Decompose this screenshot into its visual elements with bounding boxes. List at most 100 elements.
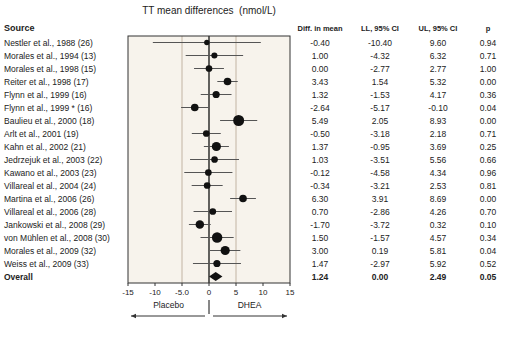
source-label: Baulieu et al., 2000 (18)	[4, 116, 94, 126]
table-value: 0.19	[372, 246, 389, 256]
column-header: p	[486, 24, 491, 33]
table-value: -0.95	[370, 142, 390, 152]
table-value: 1.24	[312, 272, 329, 282]
table-value: 0.34	[480, 233, 497, 243]
table-value: 0.32	[430, 220, 447, 230]
table-value: 4.26	[430, 207, 447, 217]
table-value: 0.71	[480, 129, 497, 139]
table-value: -0.40	[310, 38, 330, 48]
table-value: 0.70	[480, 207, 497, 217]
point-estimate	[209, 208, 216, 215]
x-tick	[290, 283, 291, 286]
x-tick	[236, 283, 237, 286]
direction-arrow	[131, 316, 205, 317]
source-label: Martina et al., 2006 (26)	[4, 194, 94, 204]
table-value: 1.03	[312, 155, 329, 165]
point-estimate	[213, 91, 220, 98]
forest-chart: TT mean differences (nmol/L) Source Diff. …	[0, 0, 505, 340]
direction-divider	[209, 300, 210, 314]
chart-title: TT mean differences (nmol/L)	[142, 5, 276, 16]
point-estimate	[196, 220, 204, 228]
x-tick-label: 10	[259, 288, 268, 297]
direction-arrow	[213, 316, 287, 317]
source-header: Source	[4, 23, 35, 33]
table-value: 8.69	[430, 194, 447, 204]
table-value: -10.40	[368, 38, 392, 48]
source-label: Arlt et al., 2001 (19)	[4, 129, 79, 139]
source-label: Morales et al., 1998 (15)	[4, 64, 96, 74]
table-value: 0.00	[480, 77, 497, 87]
table-value: 0.71	[480, 51, 497, 61]
point-estimate	[212, 232, 222, 242]
x-tick	[263, 283, 264, 286]
plot-background	[128, 36, 290, 283]
table-value: -2.86	[370, 207, 390, 217]
table-value: 2.49	[430, 272, 447, 282]
table-value: 3.91	[372, 194, 389, 204]
plot-frame	[128, 36, 290, 283]
source-label: Villareal et al., 2004 (24)	[4, 181, 96, 191]
point-estimate	[211, 156, 218, 163]
table-value: 8.93	[430, 116, 447, 126]
point-estimate	[204, 182, 211, 189]
table-value: -0.10	[428, 103, 448, 113]
marks	[153, 36, 261, 283]
source-label: Flynn et al., 1999 * (16)	[4, 103, 93, 113]
table-value: 0.96	[480, 168, 497, 178]
source-label: Nestler et al., 1988 (26)	[4, 38, 93, 48]
table-value: 0.70	[312, 207, 329, 217]
source-label: Kawano et al., 2003 (23)	[4, 168, 97, 178]
point-estimate	[224, 78, 232, 86]
point-estimate	[212, 142, 221, 151]
column-header: UL, 95% CI	[419, 24, 458, 33]
x-tick	[155, 283, 156, 286]
direction-label: DHEA	[238, 300, 262, 310]
table-value: 3.69	[430, 142, 447, 152]
table-value: 0.10	[480, 220, 497, 230]
table-value: 0.52	[480, 259, 497, 269]
table-value: 0.04	[480, 246, 497, 256]
table-value: 2.18	[430, 129, 447, 139]
column-header: Diff. in mean	[297, 24, 342, 33]
table-value: -0.34	[310, 181, 330, 191]
table-value: 0.04	[480, 103, 497, 113]
table-value: 1.47	[312, 259, 329, 269]
table-value: 5.49	[312, 116, 329, 126]
table-value: -2.64	[310, 103, 330, 113]
point-estimate	[206, 65, 213, 72]
summary-diamond	[209, 272, 222, 281]
table-value: 1.00	[480, 64, 497, 74]
table-value: 1.32	[312, 90, 329, 100]
table-value: -3.18	[370, 129, 390, 139]
x-tick-label: 15	[286, 288, 295, 297]
table-value: 1.37	[312, 142, 329, 152]
table-value: -0.50	[310, 129, 330, 139]
x-tick-label: -15	[122, 288, 134, 297]
source-label: Morales et al., 1994 (13)	[4, 51, 96, 61]
table-value: 3.00	[312, 246, 329, 256]
table-value: 3.43	[312, 77, 329, 87]
table-value: 0.66	[480, 155, 497, 165]
table-value: 0.94	[480, 38, 497, 48]
table-value: 0.00	[480, 194, 497, 204]
point-estimate	[204, 40, 209, 45]
source-label: Kahn et al., 2002 (21)	[4, 142, 86, 152]
table-value: 0.00	[372, 272, 389, 282]
table-value: 4.57	[430, 233, 447, 243]
table-value: -4.58	[370, 168, 390, 178]
reference-line	[182, 36, 183, 283]
table-value: 5.92	[430, 259, 447, 269]
source-label: Reiter et al., 1998 (17)	[4, 77, 89, 87]
table-value: 5.56	[430, 155, 447, 165]
source-label: Jedrzejuk et al., 2003 (22)	[4, 155, 102, 165]
point-estimate	[221, 246, 230, 255]
table-value: 0.36	[480, 90, 497, 100]
table-value: 4.34	[430, 168, 447, 178]
table-value: -2.77	[370, 64, 390, 74]
table-value: -0.12	[310, 168, 330, 178]
table-value: 5.81	[430, 246, 447, 256]
table-value: 0.81	[480, 181, 497, 191]
point-estimate	[205, 169, 212, 176]
table-value: -5.17	[370, 103, 390, 113]
direction-label: Placebo	[153, 300, 184, 310]
